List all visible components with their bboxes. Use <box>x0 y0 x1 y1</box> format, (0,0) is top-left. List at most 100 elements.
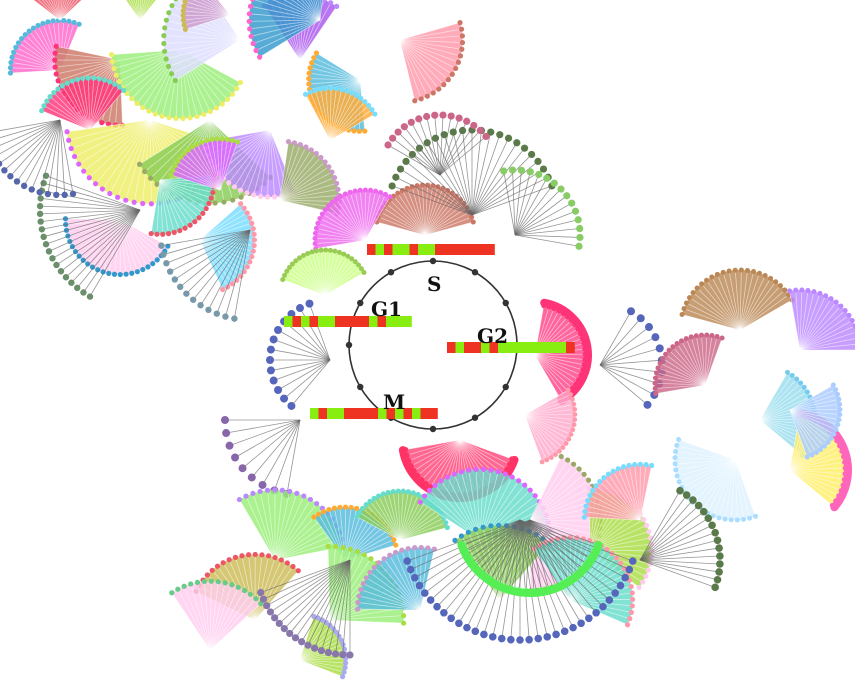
fan-branch <box>608 473 641 521</box>
fan-branch <box>724 459 736 520</box>
leaf-node <box>238 194 244 200</box>
phase-g2[interactable]: G2 <box>447 324 575 353</box>
leaf-node <box>194 141 200 147</box>
fan-branch <box>424 207 468 236</box>
leaf-node <box>301 493 307 499</box>
leaf-node <box>376 560 382 566</box>
heat-cell <box>566 342 575 353</box>
fan-branch <box>706 279 741 331</box>
leaf-node <box>52 57 58 63</box>
leaf-node <box>466 467 472 473</box>
fan-branch <box>299 2 332 61</box>
leaf-node <box>339 674 346 680</box>
leaf-node <box>811 289 817 295</box>
leaf-node <box>672 455 678 461</box>
fan-branch <box>789 409 821 450</box>
fan-branch <box>789 456 844 471</box>
fan-branch <box>789 409 840 416</box>
leaf-node <box>271 614 279 622</box>
leaf-node <box>392 173 400 181</box>
fan-branch <box>799 298 832 351</box>
cluster-fan <box>789 382 843 460</box>
leaf-node <box>636 314 645 323</box>
fan-branch <box>171 39 241 75</box>
leaf-node <box>222 313 229 320</box>
fan-branch <box>799 320 853 351</box>
leaf-node <box>643 461 649 468</box>
fan-branch <box>324 252 340 296</box>
leaf-node <box>676 479 682 485</box>
fan-branch <box>199 239 255 246</box>
phase-g1[interactable]: G1 <box>284 297 412 327</box>
leaf-node <box>560 627 569 636</box>
fan-branch <box>366 577 421 611</box>
phase-m[interactable]: M <box>310 390 438 419</box>
fan-branch <box>569 557 617 601</box>
leaf-node <box>455 114 463 122</box>
leaf-node <box>287 488 293 494</box>
fan-branch <box>274 538 343 561</box>
fan-branch <box>734 459 744 520</box>
fan-branch <box>675 451 736 461</box>
leaf-node <box>272 487 278 493</box>
leaf-node <box>187 115 193 121</box>
leaf-node <box>682 491 691 499</box>
phase-g1-label: G1 <box>371 297 402 321</box>
fan-branch <box>452 132 473 216</box>
leaf-node <box>849 318 855 324</box>
fan-branch <box>208 229 251 311</box>
leaf-node <box>219 136 225 142</box>
fan-branch <box>319 218 366 241</box>
fan-branch <box>43 209 141 238</box>
fan-branch <box>424 186 439 236</box>
leaf-node <box>708 521 716 530</box>
fan-branch <box>55 52 121 61</box>
fan-branch <box>799 293 821 351</box>
fan-branch <box>400 168 473 216</box>
fan-branch <box>209 594 251 651</box>
fan-branch <box>675 459 736 471</box>
fan-branch <box>159 179 175 233</box>
fan-branch <box>47 119 61 195</box>
fan-branch <box>524 414 567 444</box>
leaf-node <box>231 315 238 322</box>
leaf-node <box>266 366 275 375</box>
leaf-node <box>99 186 106 192</box>
fan-branch <box>492 519 521 637</box>
leaf-node <box>663 351 669 357</box>
fan-branch <box>795 290 801 351</box>
fan-branch <box>190 583 211 651</box>
fan-branch <box>364 191 377 241</box>
leaf-node <box>496 131 504 139</box>
fan-branch <box>639 499 694 561</box>
leaf-node <box>657 360 663 366</box>
ring-node <box>471 269 479 276</box>
leaf-node <box>418 544 424 551</box>
cluster-fan <box>36 172 141 300</box>
fan-branch <box>639 532 716 561</box>
leaf-node <box>333 85 340 92</box>
leaf-node <box>175 158 181 164</box>
cluster-fan <box>180 0 231 32</box>
fan-branch <box>295 260 326 296</box>
phase-s[interactable]: S <box>367 244 495 296</box>
fan-branch <box>789 409 808 458</box>
fan-branch <box>534 354 579 381</box>
leaf-node <box>158 242 165 249</box>
fan-branch <box>529 519 600 537</box>
fan-branch <box>504 519 531 586</box>
leaf-node <box>432 482 438 488</box>
fan-branch <box>31 119 61 190</box>
fan-branch <box>159 179 213 193</box>
cluster-fan <box>399 20 466 104</box>
fan-branch <box>250 5 321 21</box>
fan-branch <box>378 216 426 236</box>
fan-branch <box>66 219 121 231</box>
fan-branch <box>655 384 706 389</box>
heat-cell <box>310 408 319 419</box>
fan-branch <box>524 394 571 416</box>
fan-branch <box>321 559 351 651</box>
leaf-node <box>577 619 585 628</box>
leaf-node <box>565 387 571 393</box>
leaf-node <box>627 616 633 622</box>
